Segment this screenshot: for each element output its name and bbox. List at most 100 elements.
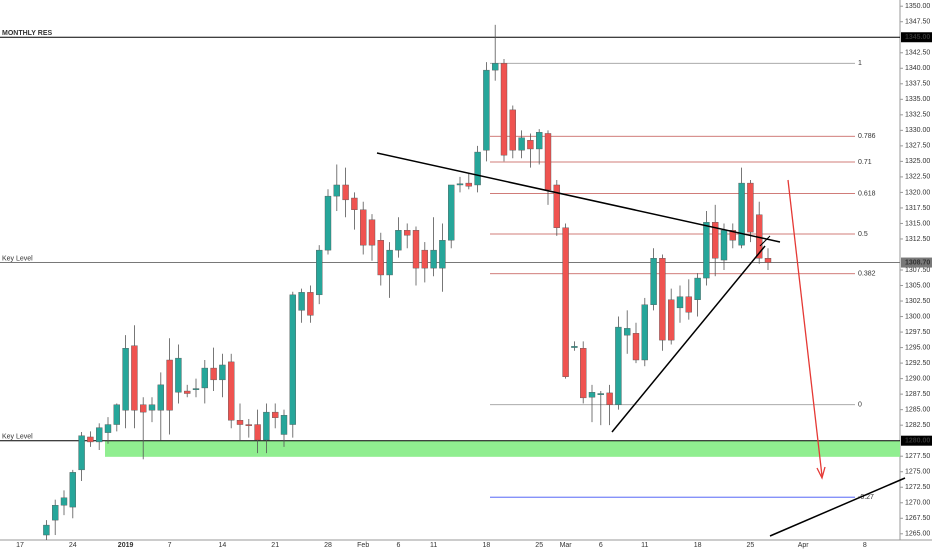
level-price-label: 1280.00 (905, 438, 930, 445)
candle-body (465, 182, 472, 187)
candle-body (324, 195, 332, 251)
support-zone (105, 440, 900, 457)
y-tick-label: 1272.50 (905, 484, 930, 491)
candle-body (69, 472, 77, 508)
trendline-mark (759, 235, 771, 247)
x-tick-label: 2019 (118, 542, 134, 549)
y-tick-label: 1305.00 (905, 282, 930, 289)
candle-body (668, 299, 675, 341)
candle-body (536, 132, 543, 150)
candle-body (421, 249, 428, 269)
candle-body (544, 133, 552, 191)
candle-body (236, 420, 244, 425)
y-tick-label: 1312.50 (905, 236, 930, 243)
y-tick-label: 1300.00 (905, 313, 930, 320)
candle-body (148, 404, 156, 411)
candle-body (272, 411, 279, 418)
candle-body (351, 197, 358, 210)
x-tick-label: Feb (357, 542, 369, 549)
candle-body (113, 404, 121, 425)
candle-body (729, 230, 736, 241)
x-tick-label: 6 (396, 542, 400, 549)
candle-body (615, 326, 622, 405)
x-tick-label: 24 (69, 542, 77, 549)
trendline (769, 477, 906, 537)
x-tick-label: 21 (271, 542, 279, 549)
candle-body (60, 497, 68, 506)
fib-label: 0.382 (858, 271, 876, 278)
level-name: Key Level (2, 434, 33, 441)
candle-body (183, 390, 191, 394)
candle-body (316, 249, 323, 296)
candle-body (139, 404, 147, 413)
trendline (611, 245, 766, 433)
y-tick-label: 1265.00 (905, 531, 930, 538)
y-tick-label: 1342.50 (905, 50, 930, 57)
candle-body (342, 184, 349, 201)
candle-body (685, 296, 692, 313)
candle-body (518, 137, 525, 151)
candle-body (492, 63, 499, 71)
y-tick-label: 1332.50 (905, 112, 930, 119)
candle-body (606, 392, 613, 405)
candle-body (377, 240, 384, 276)
y-tick-label: 1297.50 (905, 329, 930, 336)
candle-body (368, 219, 376, 246)
fib-label: 0.71 (858, 159, 872, 166)
candle-body (527, 140, 534, 150)
candle-body (298, 292, 305, 311)
y-tick-label: 1290.00 (905, 375, 930, 382)
candle-body (280, 415, 288, 435)
candle-body (104, 424, 112, 433)
candle-body (439, 240, 446, 269)
candle-body (254, 424, 261, 441)
x-tick-label: Apr (798, 542, 810, 549)
level-badge (901, 435, 932, 446)
y-tick-label: 1277.50 (905, 453, 930, 460)
y-tick-label: 1307.50 (905, 267, 930, 274)
x-tick-label: 17 (16, 542, 24, 549)
candle-body (404, 230, 411, 236)
candle-body (227, 361, 235, 421)
candle-body (659, 258, 666, 341)
candle-body (430, 249, 437, 269)
y-tick-label: 1325.00 (905, 158, 930, 165)
candle-body (307, 292, 314, 316)
y-tick-label: 1275.00 (905, 469, 930, 476)
level-name: MONTHLY RES (2, 30, 53, 37)
y-tick-label: 1295.00 (905, 344, 930, 351)
candle-body (448, 184, 455, 241)
candle-body (395, 230, 402, 251)
y-tick-label: 1327.50 (905, 143, 930, 150)
arrow-head (816, 466, 826, 480)
axes: 1265.00 1267.50 1270.00 1272.50 1275.00 1277.… (16, 3, 932, 549)
candle-body (219, 364, 226, 381)
y-tick-label: 1337.50 (905, 81, 930, 88)
candle-body (483, 69, 490, 151)
y-tick-label: 1330.00 (905, 127, 930, 134)
candles (43, 24, 772, 540)
y-tick-label: 1317.50 (905, 205, 930, 212)
candle-body (131, 345, 138, 411)
x-tick-label: 11 (641, 542, 648, 549)
candle-body (386, 249, 393, 276)
x-tick-label: 7 (168, 542, 172, 549)
y-tick-label: 1350.00 (905, 3, 930, 10)
candle-body (360, 209, 367, 246)
x-tick-label: 14 (219, 542, 227, 549)
candle-body (122, 348, 129, 411)
level-name: Key Level (2, 255, 33, 262)
x-tick-label: 8 (863, 542, 867, 549)
candle-body (720, 230, 728, 261)
candle-body (289, 294, 296, 425)
candle-body (192, 388, 200, 390)
y-tick-label: 1302.50 (905, 298, 930, 305)
candle-body (201, 367, 209, 389)
projection-arrow (787, 179, 823, 477)
candle-body (412, 230, 420, 269)
level-badge (901, 257, 932, 268)
y-tick-label: 1287.50 (905, 391, 930, 398)
candle-body (764, 258, 772, 263)
candle-body (263, 411, 270, 441)
